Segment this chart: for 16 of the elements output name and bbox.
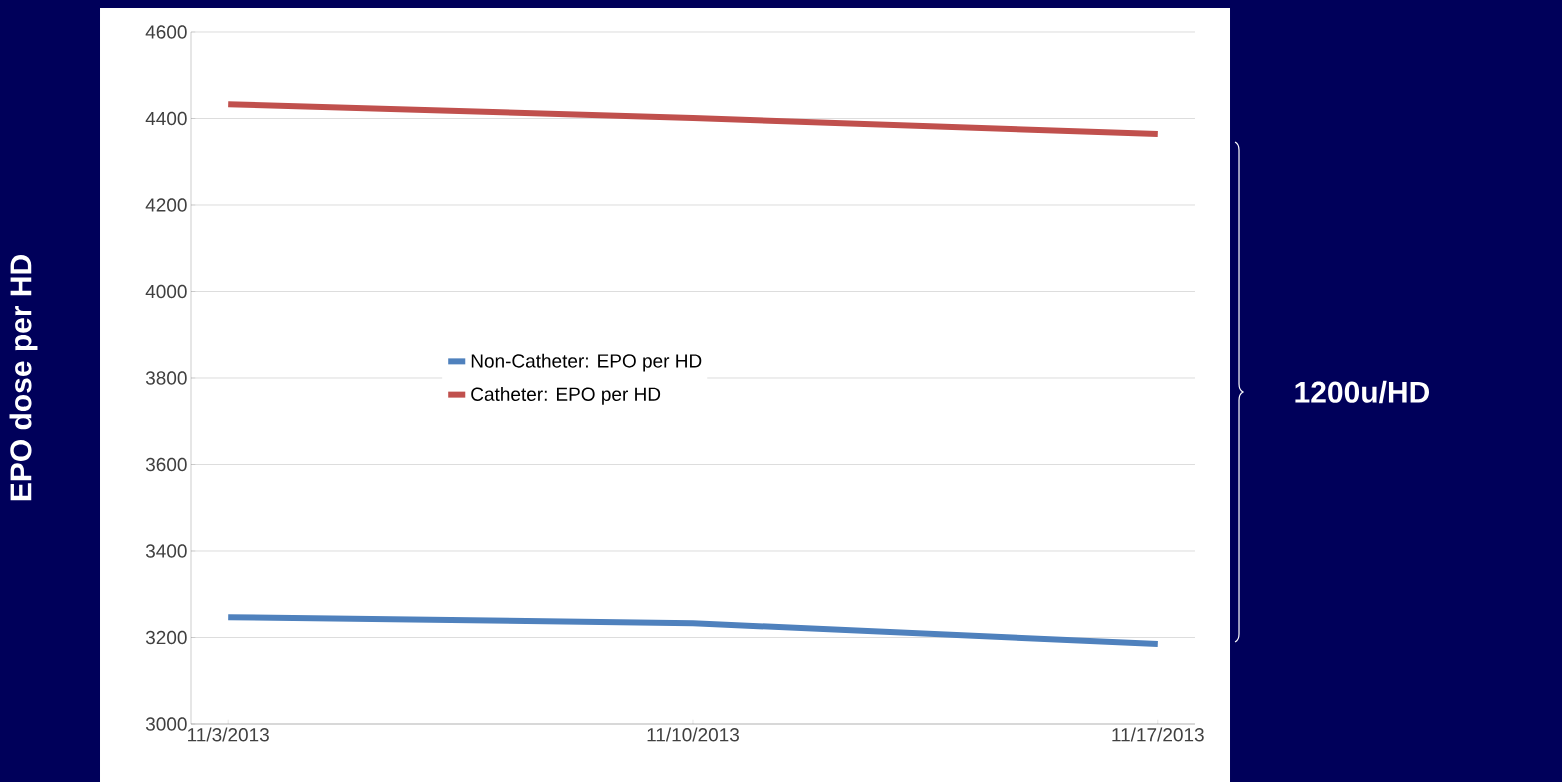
y-tick-label: 4200	[145, 198, 187, 212]
y-tick-label: 4600	[145, 25, 187, 39]
legend-label: Catheter: EPO per HD	[471, 386, 661, 405]
x-tick-label: 11/10/2013	[647, 727, 739, 742]
y-tick-label: 3800	[145, 371, 187, 385]
legend-label: Non-Catheter: EPO per HD	[471, 353, 702, 372]
x-tick-label: 11/17/2013	[1112, 727, 1204, 742]
y-axis-title: EPO dose per HD	[9, 255, 38, 501]
x-tick-label: 11/3/2013	[188, 727, 269, 742]
y-tick-label: 4400	[145, 111, 187, 126]
text: 1200u/HD	[1295, 380, 1429, 404]
y-tick-label: 3000	[145, 717, 187, 731]
y-tick-label: 3200	[145, 630, 187, 645]
y-tick-label: 3400	[145, 544, 187, 558]
y-tick-label: 3600	[145, 457, 187, 472]
y-tick-label: 4000	[145, 284, 187, 299]
